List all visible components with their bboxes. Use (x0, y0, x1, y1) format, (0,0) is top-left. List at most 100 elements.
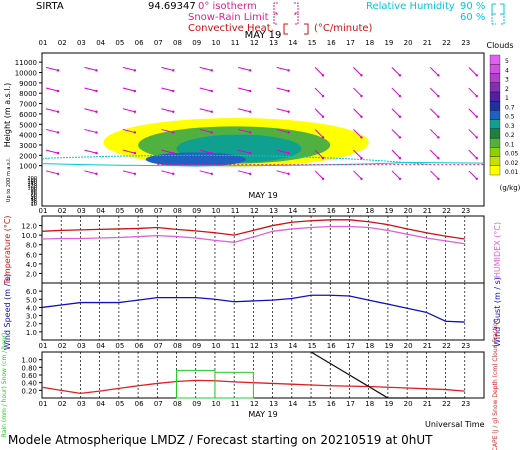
wind-arrow-head (321, 177, 325, 181)
hour-label-panel2-10: 10 (211, 207, 220, 215)
wind-arrow-head (360, 115, 363, 118)
wind-panel-ytick-label-2.0: 2.0 (26, 321, 37, 329)
wind-arrow (161, 87, 174, 92)
wind-arrow-head (95, 110, 98, 113)
hour-label-top-07: 07 (154, 39, 163, 47)
temperature-panel-series-humidex (41, 225, 465, 245)
wind-arrow (122, 108, 135, 113)
wind-arrow-head (56, 89, 60, 93)
ytick-label-low-50: 50 (31, 195, 37, 201)
wind-arrow-head (360, 156, 363, 160)
hour-label-top-08: 08 (173, 39, 182, 47)
hour-label-top-05: 05 (115, 39, 124, 47)
wind-panel-ytick-label-4.0: 4.0 (26, 304, 37, 312)
hour-label-panel2-17: 17 (346, 207, 355, 215)
wind-arrow (161, 66, 174, 71)
clouds-legend-swatch-0-2 (489, 128, 501, 139)
hour-label-bottom-06: 06 (135, 400, 144, 408)
clouds-legend-swatch-0-1 (489, 137, 501, 148)
hour-label-top-22: 22 (442, 39, 451, 47)
wind-arrow (353, 129, 362, 138)
wind-arrow (468, 87, 478, 97)
wind-arrow (391, 108, 401, 118)
wind-arrow-head (360, 94, 363, 98)
hour-label-top-18: 18 (365, 39, 374, 47)
wind-arrow-head (172, 172, 175, 176)
hour-label-bottom-01: 01 (39, 400, 48, 408)
wind-arrow (161, 149, 174, 154)
hour-label-bottom-17: 17 (346, 400, 355, 408)
temperature-panel-ytick-label-8.0: 8.0 (26, 242, 37, 250)
wind-arrow-head (398, 74, 402, 77)
ytick-label-low-70: 70 (31, 191, 37, 197)
hour-label-top-04: 04 (96, 39, 105, 47)
hour-label-panel4-14: 14 (288, 342, 297, 350)
hour-label-panel4-21: 21 (423, 342, 432, 350)
wind-arrow-head (398, 156, 402, 160)
clouds-legend-swatch-1 (489, 91, 501, 102)
ytick-label-clouds-2000: 2000 (19, 152, 37, 160)
wind-arrow (429, 108, 439, 118)
wind-arrow (84, 108, 97, 113)
hour-label-top-16: 16 (327, 39, 336, 47)
humidity-contour-60 (41, 154, 431, 166)
precip-panel-ytick-label-0.40: 0.40 (21, 380, 37, 388)
precip-panel-frame (41, 351, 485, 399)
hour-label-panel2-19: 19 (384, 207, 393, 215)
wind-arrow (238, 170, 251, 175)
wind-arrow-head (248, 89, 252, 93)
wind-arrow-head (360, 74, 363, 77)
hour-label-bottom-07: 07 (154, 400, 163, 408)
wind-arrow (45, 128, 59, 133)
wind-gust-ylabel: Wind Gust (m / s) (493, 277, 502, 347)
wind-arrow (276, 87, 289, 92)
wind-arrow-head (56, 151, 60, 155)
clouds-legend-swatch-3 (489, 73, 501, 83)
ytick-label-low-30: 30 (31, 198, 37, 204)
wind-arrow (199, 149, 212, 154)
ytick-label-clouds-3000: 3000 (19, 142, 37, 150)
ytick-label-low-160: 160 (27, 180, 37, 186)
ytick-label-low-60: 60 (31, 193, 37, 199)
wind-arrow (238, 87, 251, 92)
wind-arrow-head (287, 89, 290, 93)
wind-panel-ytick-label-6.0: 6.0 (26, 288, 37, 296)
hour-label-bottom-11: 11 (231, 400, 240, 408)
wind-arrow-head (398, 136, 402, 139)
ytick-label-low-90: 90 (31, 187, 37, 193)
wind-arrow-head (133, 69, 137, 72)
wind-arrow-head (321, 74, 325, 77)
hour-label-panel2-20: 20 (404, 207, 413, 215)
temperature-panel-frame (41, 215, 485, 284)
hour-label-panel2-18: 18 (365, 207, 374, 215)
clouds-legend-swatch-4 (489, 64, 501, 74)
wind-arrow (314, 129, 324, 138)
ytick-label-clouds-1000: 1000 (19, 163, 37, 171)
wind-arrow (314, 66, 324, 76)
hour-label-top-10: 10 (211, 39, 220, 47)
temperature-panel-ytick-label-6.0: 6.0 (26, 251, 37, 259)
wind-arrow (353, 108, 362, 118)
ytick-label-low-10: 10 (31, 202, 37, 208)
legend-convective-swatch (283, 23, 309, 35)
ytick-label-clouds-11000: 11000 (15, 59, 37, 67)
hour-label-bottom-09: 09 (192, 400, 201, 408)
hour-label-panel4-15: 15 (308, 342, 317, 350)
wind-arrow (468, 129, 478, 138)
wind-arrow (468, 108, 478, 118)
wind-arrow (122, 87, 135, 92)
chart-layer: 01 02 03 04 05 06 07 08 09 10 11 12 13 14 15 16 17 18 19 20… (1, 39, 521, 450)
clouds-legend-level-0-1: 0.1 (505, 141, 515, 148)
wind-arrow-head (287, 131, 290, 134)
wind-arrow-head (56, 69, 60, 72)
hour-label-top-03: 03 (77, 39, 86, 47)
ytick-label-low-140: 140 (27, 182, 37, 188)
wind-arrow-head (287, 110, 290, 113)
wind-arrow (45, 108, 59, 113)
ytick-label-low-180: 180 (27, 178, 37, 184)
hour-label-bottom-05: 05 (115, 400, 124, 408)
wind-arrow-head (210, 172, 213, 176)
temperature-panel-ytick-label-4.0: 4.0 (26, 261, 37, 269)
clouds-legend-level-0-02: 0.02 (505, 160, 519, 167)
hour-label-top-12: 12 (250, 39, 259, 47)
